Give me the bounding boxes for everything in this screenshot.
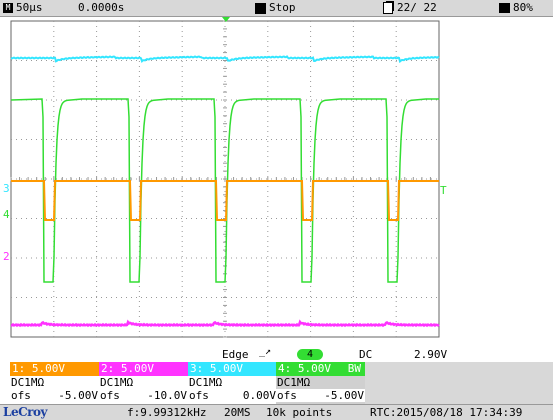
- ch1-scale-label: 1: 5.00V: [10, 362, 99, 376]
- ch2-scale-label: 2: 5.00V: [99, 362, 188, 376]
- channel-panel-filler: [365, 362, 553, 404]
- trigger-source-badge: 4: [297, 349, 323, 360]
- battery-level: 80%: [513, 1, 533, 14]
- ch1-coupling: DC1MΩ: [10, 376, 99, 389]
- trigger-coupling: DC: [359, 348, 373, 361]
- trigger-delay-value[interactable]: 0.0000s: [78, 1, 125, 14]
- ch4-scale-header: 4: 5.00V BW: [276, 362, 365, 376]
- mode-icon: M: [3, 3, 13, 13]
- ch1-trace: [11, 180, 439, 221]
- battery-indicator: 80%: [499, 0, 533, 16]
- real-time-clock: RTC:2015/08/18 17:34:39: [370, 406, 523, 419]
- trigger-level-marker[interactable]: T: [440, 184, 447, 197]
- ch4-settings[interactable]: 4: 5.00V BW DC1MΩ ofs -5.00V: [276, 362, 365, 406]
- ch4-ground-marker[interactable]: 4: [3, 208, 10, 221]
- ch4-bw-limit: BW: [347, 362, 361, 375]
- run-stop-button[interactable]: Stop: [255, 0, 296, 16]
- ch3-ofs-label: ofs: [189, 389, 209, 402]
- ch2-ofs-value: -10.0V: [147, 389, 187, 402]
- ch2-ofs-label: ofs: [100, 389, 120, 402]
- run-state-label: Stop: [269, 1, 296, 14]
- record-length: 10k points: [266, 406, 333, 419]
- ch3-ofs-value: 0.00V: [242, 389, 276, 402]
- ch4-scale-label: 4: 5.00V: [278, 362, 331, 375]
- ch3-coupling: DC1MΩ: [188, 376, 277, 389]
- brand-logo: LeCroy: [3, 405, 47, 419]
- ch4-coupling: DC1MΩ: [276, 376, 365, 389]
- ch2-offset: ofs -10.0V: [99, 389, 188, 402]
- ch1-ofs-value: -5.00V: [58, 389, 98, 402]
- ch2-ground-marker[interactable]: 2: [3, 250, 10, 263]
- rising-edge-icon: _↗: [259, 346, 272, 357]
- history-icon: [383, 2, 393, 14]
- ch2-trace: [10, 319, 440, 328]
- battery-icon: [499, 3, 510, 13]
- timebase-value: 50µs: [16, 1, 43, 14]
- stop-icon: [255, 2, 266, 14]
- info-bar: LeCroy f:9.99312kHz 20MS 10k points RTC:…: [0, 404, 553, 420]
- frequency-readout: f:9.99312kHz: [127, 406, 207, 419]
- ch3-settings[interactable]: 3: 5.00V DC1MΩ ofs 0.00V: [188, 362, 277, 406]
- waveform-display[interactable]: 3 4 2 T: [0, 17, 553, 350]
- ch4-ofs-value: -5.00V: [324, 389, 364, 402]
- ch4-offset: ofs -5.00V: [276, 389, 365, 402]
- scope-grid: 3 4 2 T: [3, 17, 447, 338]
- ch3-scale-label: 3: 5.00V: [188, 362, 277, 376]
- status-bar: M 50µs 0.0000s Stop 22/ 22 80%: [0, 0, 553, 17]
- trigger-type: Edge: [222, 348, 249, 361]
- trigger-level: 2.90V: [414, 348, 448, 361]
- sample-rate: 20MS: [224, 406, 251, 419]
- ch4-ofs-label: ofs: [277, 389, 297, 402]
- timebase-readout[interactable]: M 50µs: [3, 0, 43, 16]
- ch3-offset: ofs 0.00V: [188, 389, 277, 402]
- ch2-settings[interactable]: 2: 5.00V DC1MΩ ofs -10.0V: [99, 362, 188, 406]
- ch3-trace: [10, 55, 440, 64]
- ch3-ground-marker[interactable]: 3: [3, 182, 10, 195]
- acquisition-count: 22/ 22: [397, 1, 437, 14]
- ch1-settings[interactable]: 1: 5.00V DC1MΩ ofs -5.00V: [10, 362, 99, 406]
- ch1-ofs-label: ofs: [11, 389, 31, 402]
- ch2-coupling: DC1MΩ: [99, 376, 188, 389]
- ch4-trace: [10, 98, 439, 283]
- acquisition-counter: 22/ 22: [383, 0, 437, 16]
- ch1-offset: ofs -5.00V: [10, 389, 99, 402]
- trigger-position-marker[interactable]: [222, 17, 230, 22]
